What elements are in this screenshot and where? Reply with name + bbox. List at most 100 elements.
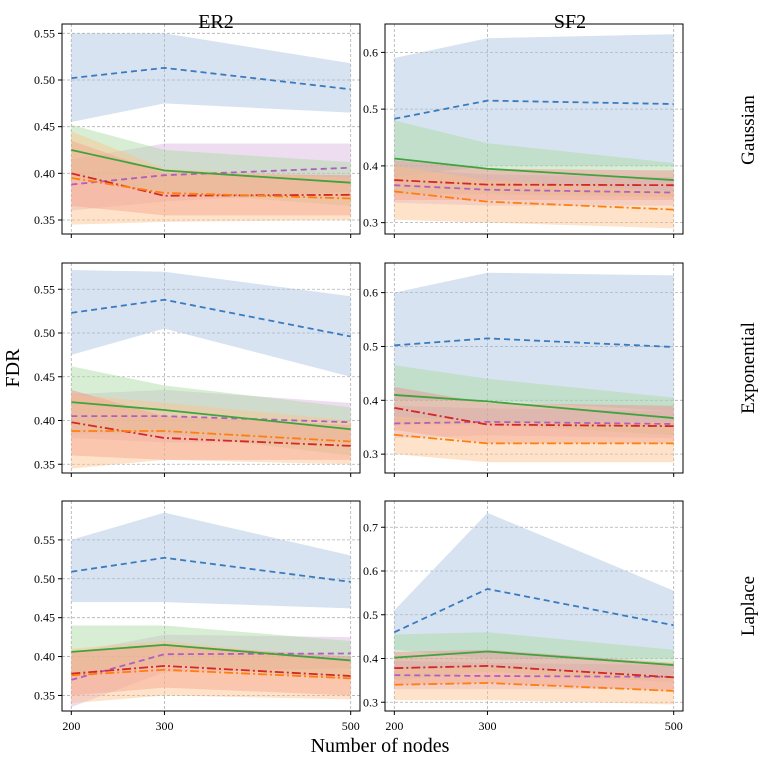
y-tick-label: 0.5 (363, 608, 378, 622)
y-tick-label: 0.45 (34, 120, 55, 134)
panel-exponential-sf2: 0.3 0.4 0.5 0.6 (363, 262, 684, 477)
series-line-blue (394, 337, 674, 348)
x-tick-label: 500 (665, 719, 683, 733)
band-green (71, 124, 351, 206)
series-line-green (394, 394, 674, 419)
y-tick-label: 0.6 (363, 286, 378, 300)
band-purple (71, 389, 351, 443)
series-line-green (71, 149, 351, 184)
y-tick-label: 0.35 (34, 457, 55, 471)
panel-frame (384, 262, 684, 474)
band-green (394, 120, 674, 198)
band-orange (71, 394, 351, 469)
band-red (394, 160, 674, 200)
x-tick-label: 200 (62, 719, 80, 733)
x-tick-label: 500 (342, 719, 360, 733)
x-tick-label: 300 (155, 719, 173, 733)
y-axis-label: FDR (2, 348, 24, 388)
y-tick-label: 0.50 (34, 326, 55, 340)
y-tick-label: 0.55 (34, 26, 55, 40)
series-line-orange (394, 433, 674, 445)
band-blue (71, 512, 351, 609)
series-line-red (71, 664, 351, 677)
series-line-green (71, 401, 351, 431)
y-tick-label: 0.45 (34, 370, 55, 384)
y-tick-label: 0.40 (34, 166, 55, 180)
band-orange (394, 416, 674, 463)
x-tick-label: 300 (478, 719, 496, 733)
series-line-orange (394, 682, 674, 692)
panel-exponential-er2: 0.35 0.40 0.45 0.50 0.55 (34, 262, 361, 477)
band-purple (394, 660, 674, 690)
y-tick-label: 0.40 (34, 414, 55, 428)
series-line-purple (394, 184, 674, 194)
series-line-blue (393, 587, 674, 634)
y-tick-label: 0.6 (363, 564, 378, 578)
band-blue (71, 33, 351, 123)
x-tick-label: 200 (385, 719, 403, 733)
y-tick-label: 0.3 (363, 447, 378, 461)
panel-frame (384, 500, 684, 712)
y-tick-label: 0.40 (34, 650, 55, 664)
series-line-green (71, 643, 351, 662)
y-tick-label: 0.5 (363, 339, 378, 353)
band-red (394, 386, 674, 444)
column-title-sf2: SF2 (554, 11, 586, 33)
band-blue (394, 34, 674, 178)
row-title-gaussian: Gaussian (738, 95, 759, 165)
band-green (394, 365, 674, 436)
series-line-blue (71, 556, 351, 583)
band-green (394, 632, 674, 683)
series-line-purple (71, 166, 351, 186)
panel-frame (61, 262, 361, 474)
series-line-blue (394, 99, 674, 120)
y-tick-label: 0.6 (363, 45, 378, 59)
panel-laplace-er2: 0.35 0.40 0.45 0.50 0.55 200 300 500 (34, 500, 361, 733)
panel-frame (384, 23, 684, 235)
y-tick-label: 0.4 (363, 393, 378, 407)
band-orange (394, 165, 674, 229)
row-title-exponential: Exponential (738, 322, 759, 414)
series-line-blue (71, 66, 351, 91)
y-tick-label: 0.7 (363, 520, 378, 534)
series-line-orange (71, 430, 351, 443)
y-tick-label: 0.4 (363, 652, 378, 666)
band-orange (71, 131, 351, 225)
y-tick-label: 0.45 (34, 611, 55, 625)
row-title-laplace: Laplace (738, 576, 759, 636)
series-line-orange (71, 668, 351, 680)
panel-frame (61, 500, 361, 712)
series-line-purple (394, 420, 674, 425)
panel-frame (61, 23, 361, 235)
x-axis-label: Number of nodes (311, 735, 450, 757)
y-tick-label: 0.55 (34, 533, 55, 547)
band-purple (71, 143, 351, 211)
y-tick-label: 0.3 (363, 695, 378, 709)
series-line-purple (394, 674, 674, 678)
series-line-purple (71, 652, 351, 681)
series-line-orange (394, 190, 674, 211)
y-tick-label: 0.4 (363, 159, 378, 173)
panels-layer: 0.350.400.450.500.550.30.40.50.60.350.40… (34, 23, 684, 733)
band-blue (394, 512, 674, 659)
series-line-red (394, 179, 674, 187)
y-tick-label: 0.35 (34, 213, 55, 227)
band-blue (71, 270, 351, 377)
series-line-red (394, 665, 674, 679)
band-blue (394, 272, 674, 412)
y-tick-label: 0.35 (34, 688, 55, 702)
band-purple (394, 168, 674, 206)
band-green (71, 625, 351, 680)
band-red (71, 644, 351, 696)
y-tick-label: 0.55 (34, 282, 55, 296)
panel-gaussian-er2: 0.35 0.40 0.45 0.50 0.55 (34, 23, 361, 238)
y-tick-label: 0.5 (363, 102, 378, 116)
series-line-purple (71, 415, 351, 424)
series-line-green (394, 650, 674, 666)
series-line-blue (71, 298, 351, 338)
band-purple (394, 405, 674, 438)
y-tick-label: 0.3 (363, 216, 378, 230)
panel-gaussian-sf2: 0.3 0.4 0.5 0.6 (363, 23, 684, 238)
y-tick-label: 0.50 (34, 572, 55, 586)
